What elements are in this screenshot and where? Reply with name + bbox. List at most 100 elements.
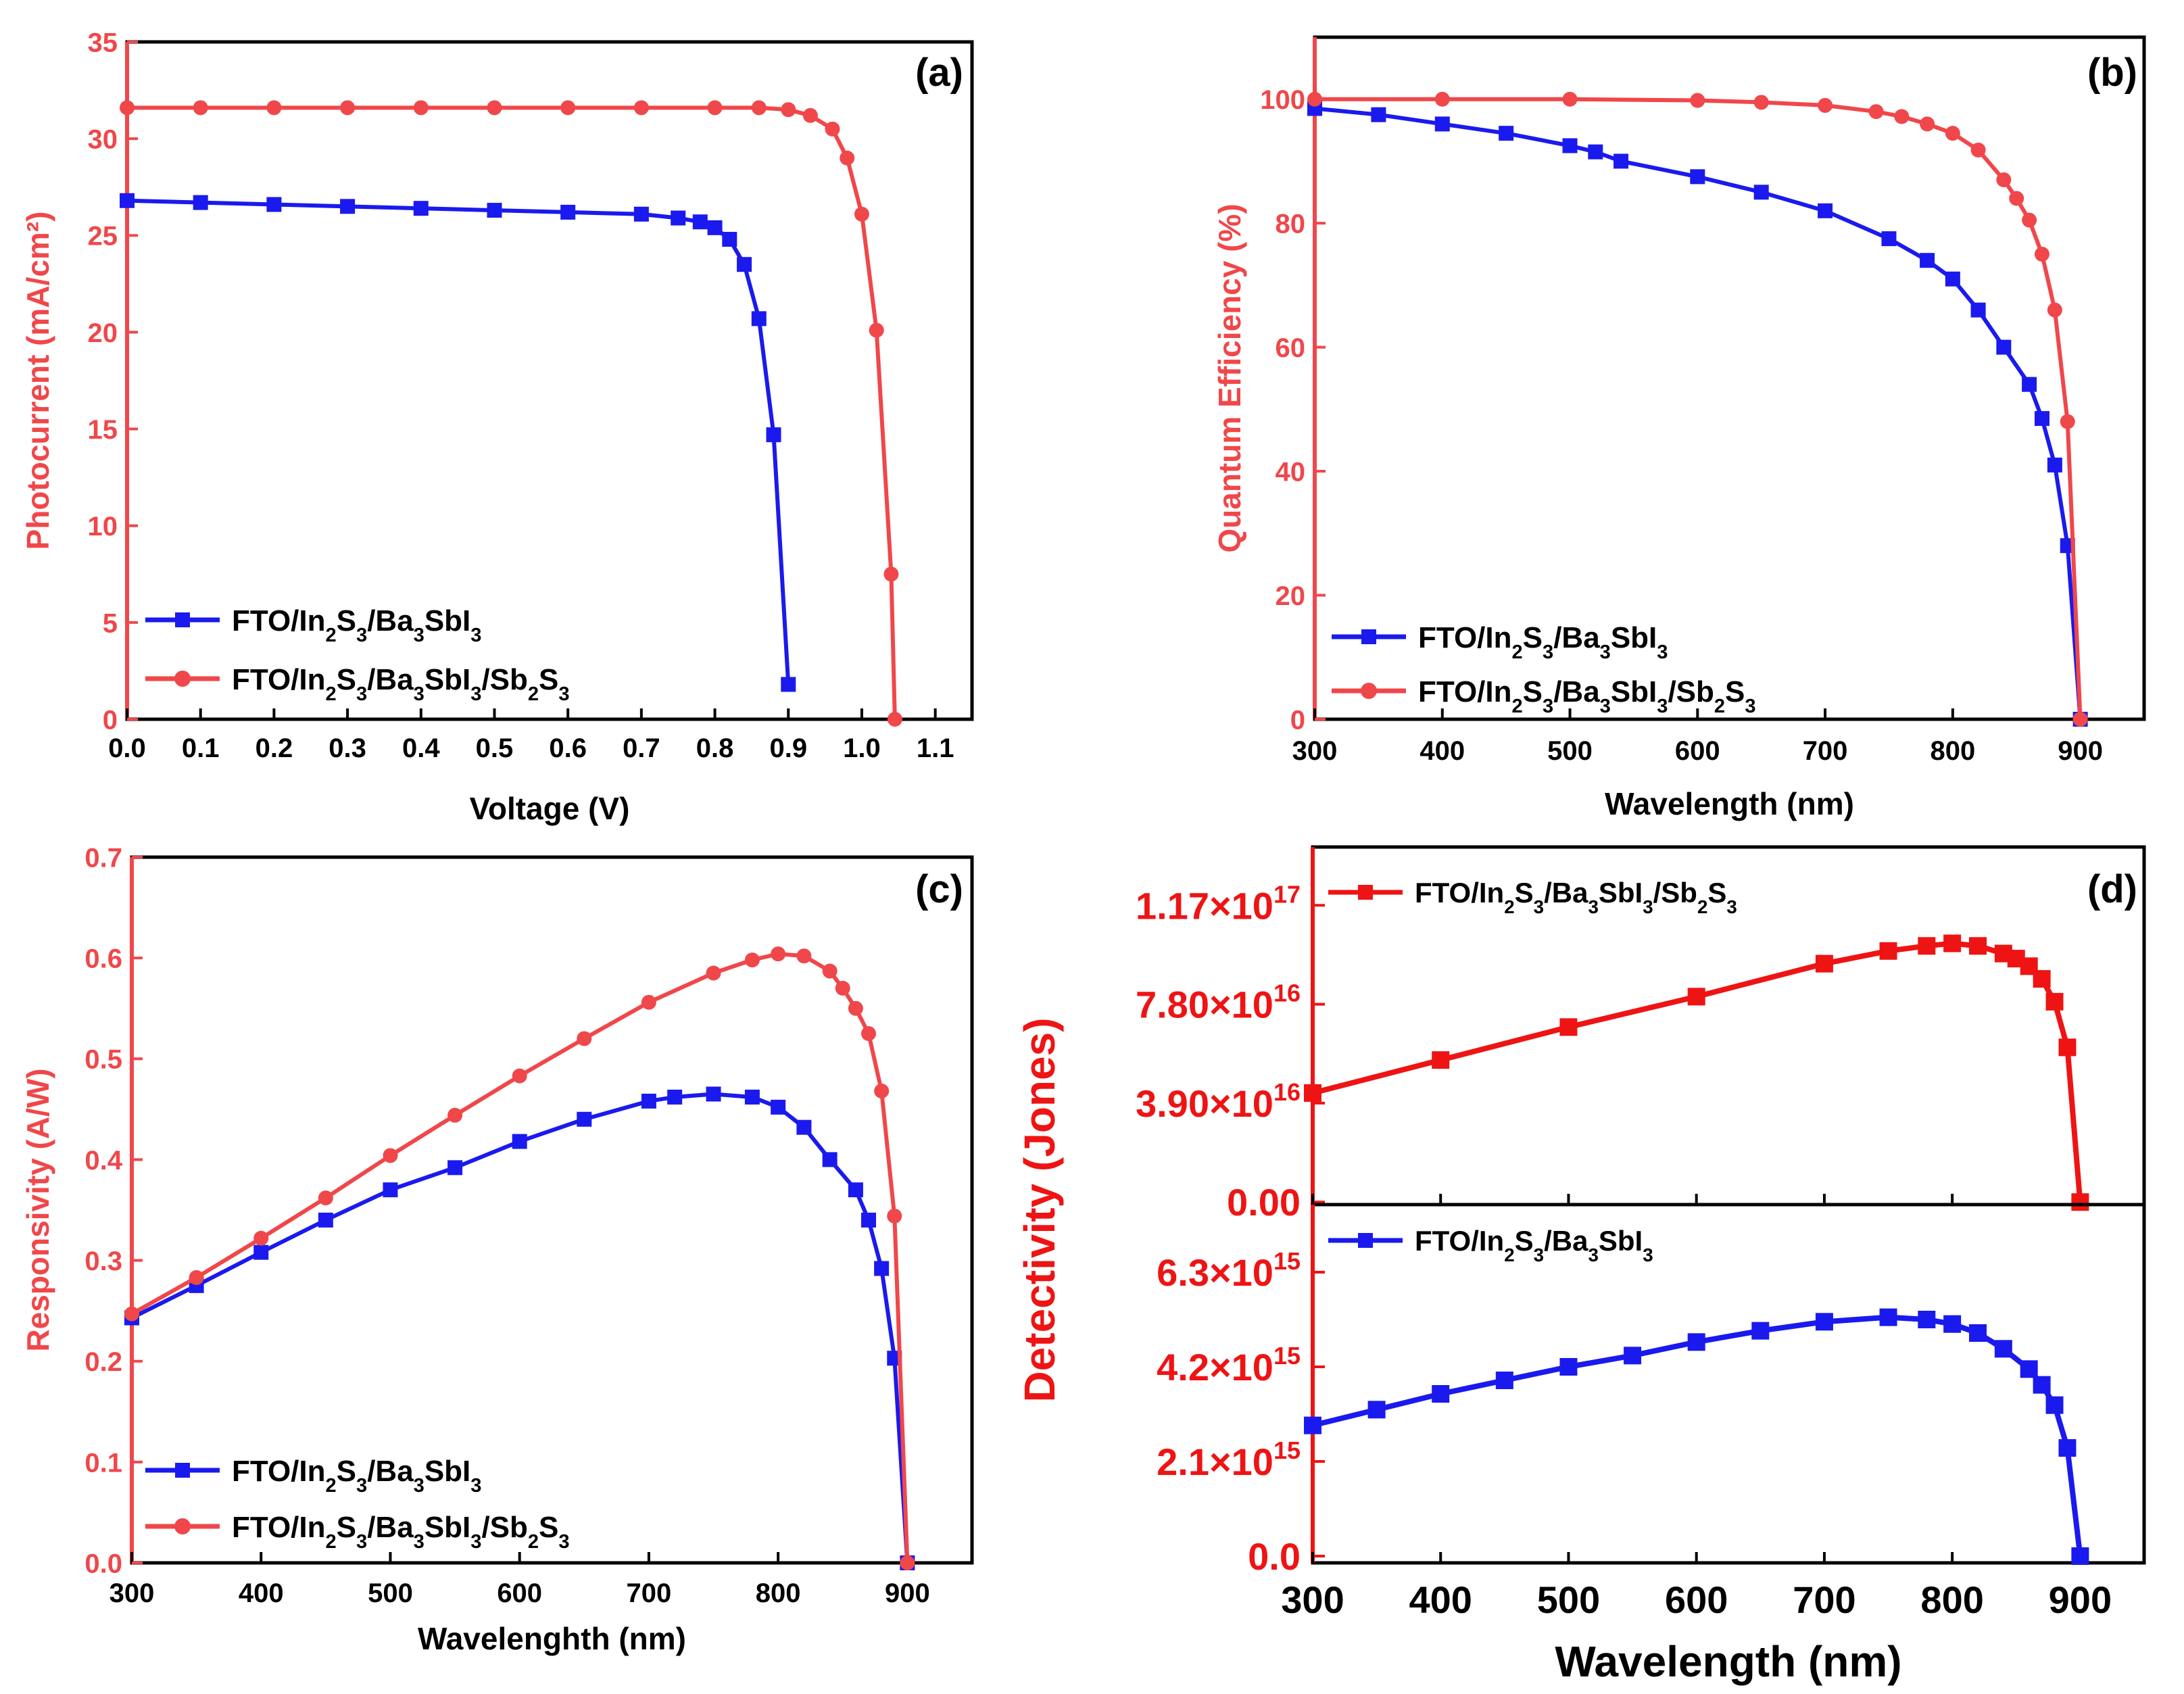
a-legend-label: FTO/In2S3/Ba3SbI3/Sb2S3 xyxy=(232,663,570,705)
b-data-point xyxy=(1690,169,1705,185)
legend-text-part: 3 xyxy=(1745,696,1755,717)
b-panel-label: (b) xyxy=(2087,51,2137,95)
tick-exponent: 15 xyxy=(1273,1436,1301,1464)
legend-text-part: SbI xyxy=(1611,675,1657,708)
legend-text-part: /Sb xyxy=(1668,675,1714,708)
a-x-tick-label: 0.0 xyxy=(108,733,146,763)
b-data-point xyxy=(1562,138,1578,153)
c-y-tick-label: 0.4 xyxy=(84,1146,122,1176)
b-plot-frame xyxy=(1313,35,2146,721)
c-data-point xyxy=(253,1244,269,1260)
legend-text-part: 3 xyxy=(356,625,367,646)
tick-mantissa: 3.90×10 xyxy=(1136,1082,1273,1125)
a-data-point xyxy=(840,150,855,166)
c-data-point xyxy=(848,1182,863,1198)
a-data-point xyxy=(883,566,899,582)
tick-exponent: 17 xyxy=(1273,880,1301,908)
a-data-point xyxy=(487,100,502,116)
c-y-tick-label: 0.7 xyxy=(84,843,122,873)
d-bottom-plot-frame xyxy=(1311,1203,2146,1565)
d-panel-label: (d) xyxy=(2087,867,2137,911)
legend-text-part: /Sb xyxy=(481,1511,527,1544)
legend-text-part: 2 xyxy=(1714,696,1725,717)
b-data-point xyxy=(1996,172,2012,187)
b-data-point xyxy=(1970,142,1986,158)
c-data-point xyxy=(861,1212,877,1228)
d-bottom-series-line xyxy=(1312,1314,2083,1557)
c-data-point xyxy=(667,1089,683,1105)
a-series-line xyxy=(126,198,791,685)
d-bottom-y-tick-label: 6.3×1015 xyxy=(1157,1247,1301,1294)
a-data-point xyxy=(722,232,737,247)
d-top-y-tick-label: 7.80×1016 xyxy=(1136,979,1301,1026)
d-top-data-point xyxy=(1815,954,1833,973)
c-data-point xyxy=(848,1000,863,1016)
a-data-point xyxy=(633,100,649,116)
c-data-point xyxy=(835,980,850,996)
c-data-point xyxy=(641,994,656,1010)
legend-text-part: 3 xyxy=(356,1531,367,1553)
b-data-point xyxy=(1562,91,1578,107)
legend-text-part: /Ba xyxy=(1553,621,1600,654)
legend-text-part: /Ba xyxy=(1544,1225,1588,1257)
tick-exponent: 16 xyxy=(1273,1078,1301,1106)
c-legend-marker xyxy=(174,1518,191,1534)
legend-text-part: 2 xyxy=(1504,1244,1514,1265)
d-top-y-tick-label: 3.90×1016 xyxy=(1136,1078,1301,1125)
d-top-data-point xyxy=(2033,970,2051,988)
c-x-tick-label: 700 xyxy=(627,1578,672,1608)
b-data-point xyxy=(1920,116,1935,132)
c-data-point xyxy=(771,1099,786,1115)
b-data-point xyxy=(1690,93,1705,108)
b-data-point xyxy=(2072,712,2088,727)
c-data-point xyxy=(577,1031,592,1046)
c-data-point xyxy=(744,1089,760,1105)
c-data-point xyxy=(318,1190,333,1206)
tick-exponent: 16 xyxy=(1273,979,1301,1007)
a-data-point xyxy=(193,195,208,210)
b-legend-marker xyxy=(1361,683,1377,699)
c-data-point xyxy=(874,1084,890,1099)
legend-text-part: S xyxy=(1725,675,1745,708)
legend-text-part: SbI xyxy=(1599,1225,1643,1257)
d-bottom-y-tick-label: 4.2×1015 xyxy=(1157,1342,1301,1388)
d-bottom-data-point xyxy=(2020,1360,2038,1378)
a-data-point xyxy=(266,100,282,116)
legend-text-part: FTO/In xyxy=(1415,877,1504,909)
a-data-point xyxy=(487,203,502,218)
c-data-point xyxy=(512,1068,527,1084)
d-x-axis-label: Wavelength (nm) xyxy=(1555,1637,1901,1686)
a-data-point xyxy=(120,193,135,208)
legend-text-part: 2 xyxy=(1504,896,1514,917)
a-x-tick-label: 0.1 xyxy=(182,733,220,763)
d-bottom-data-point xyxy=(1559,1358,1578,1376)
d-top-data-point xyxy=(2058,1038,2077,1057)
c-x-tick-label: 900 xyxy=(885,1578,930,1608)
a-data-point xyxy=(707,220,723,235)
c-x-tick-label: 800 xyxy=(756,1578,801,1608)
d-bottom-data-point xyxy=(1304,1416,1321,1434)
legend-text-part: SbI xyxy=(1599,877,1643,909)
b-data-point xyxy=(1894,109,1910,124)
b-data-point xyxy=(2022,377,2037,392)
d-top-y-tick-label: 1.17×1017 xyxy=(1136,880,1301,927)
a-data-point xyxy=(413,201,429,216)
tick-mantissa: 2.1×10 xyxy=(1157,1441,1273,1483)
b-legend-marker xyxy=(1361,629,1376,644)
c-y-tick-label: 0.3 xyxy=(84,1247,122,1276)
b-data-point xyxy=(1920,253,1935,268)
legend-text-part: 2 xyxy=(326,1531,337,1553)
legend-text-part: 3 xyxy=(470,683,481,705)
legend-text-part: /Sb xyxy=(1653,877,1697,909)
panel-d: 0.003.90×10167.80×10161.17×10170.02.1×10… xyxy=(1015,845,2146,1686)
legend-text-part: 2 xyxy=(1697,896,1707,917)
legend-text-part: 3 xyxy=(1657,642,1668,663)
legend-text-part: FTO/In xyxy=(232,663,326,696)
b-data-point xyxy=(1881,231,1897,247)
a-data-point xyxy=(671,210,686,226)
c-data-point xyxy=(771,946,786,962)
c-y-tick-label: 0.6 xyxy=(84,944,122,974)
d-top-y-tick-label: 0.00 xyxy=(1227,1181,1301,1224)
a-x-tick-label: 0.4 xyxy=(402,733,440,763)
